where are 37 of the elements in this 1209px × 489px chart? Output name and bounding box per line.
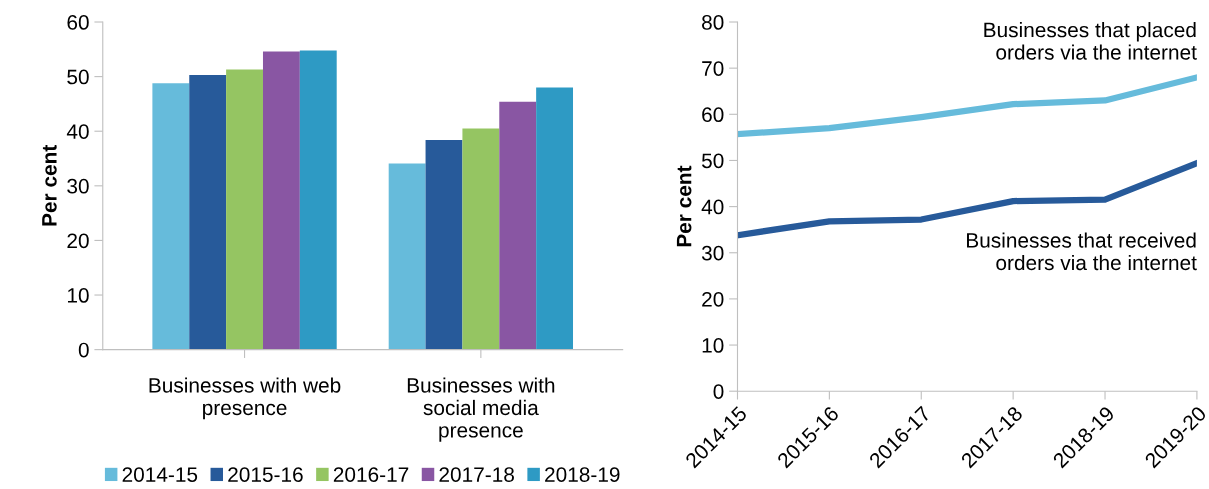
y-tick-label: 60 — [702, 107, 724, 123]
legend-label: 2015-16 — [228, 467, 303, 482]
y-tick-label: 40 — [66, 124, 89, 139]
legend-label: 2018-19 — [545, 467, 620, 482]
series-label: Businesses that received orders via the internet — [967, 232, 1197, 271]
bar — [152, 83, 190, 350]
y-tick-label: 0 — [713, 384, 724, 399]
y-tick-label: 50 — [701, 153, 724, 169]
y-axis-title: Per cent — [676, 165, 692, 247]
y-tick-label: 10 — [702, 338, 724, 353]
bar — [299, 50, 337, 350]
x-tick-label: Businesses with social media presence — [407, 377, 555, 442]
legend-label: 2014-15 — [122, 467, 198, 482]
y-tick-label: 40 — [701, 199, 724, 215]
y-axis-title: Per cent — [42, 144, 57, 226]
y-tick-label: 30 — [701, 245, 724, 261]
legend-label: 2016-17 — [333, 467, 409, 482]
y-tick-label: 10 — [67, 288, 89, 303]
series-label: Businesses that placed orders via the internet — [984, 22, 1197, 60]
bar — [462, 128, 500, 350]
bar — [425, 139, 463, 350]
y-tick-label: 80 — [702, 15, 724, 30]
y-tick-label: 30 — [67, 178, 89, 194]
y-tick-label: 70 — [702, 61, 724, 76]
bar — [226, 69, 263, 350]
y-tick-label: 0 — [78, 342, 89, 358]
bar — [388, 163, 426, 350]
bar — [189, 74, 227, 350]
legend-label: 2017-18 — [439, 467, 514, 482]
bar — [499, 101, 537, 350]
y-tick-label: 50 — [67, 69, 89, 85]
y-tick-label: 20 — [702, 291, 724, 307]
x-tick-label: Businesses with web presence — [149, 377, 341, 420]
bar — [536, 87, 574, 350]
y-tick-label: 60 — [67, 15, 89, 30]
bar — [262, 51, 300, 350]
y-tick-label: 20 — [67, 233, 89, 249]
